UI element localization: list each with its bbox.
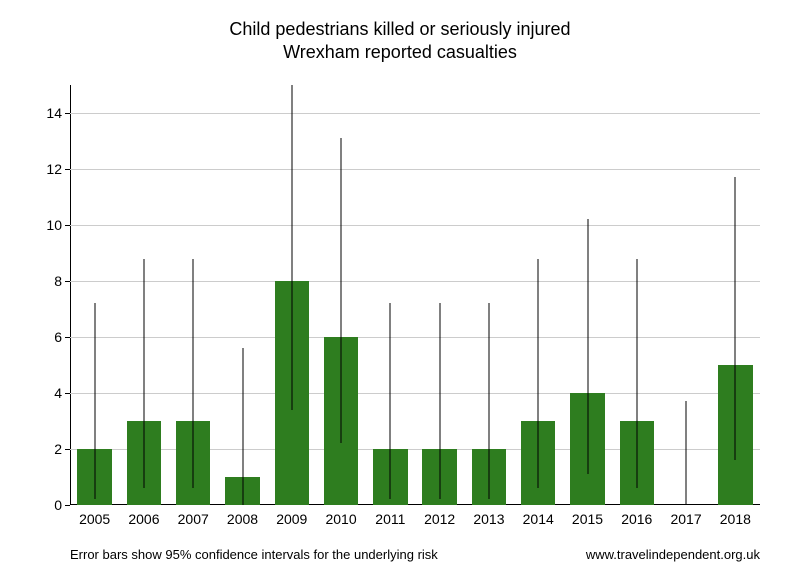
error-bar	[94, 303, 95, 499]
gridline	[70, 337, 760, 338]
x-tick-label: 2011	[375, 505, 405, 527]
gridline	[70, 225, 760, 226]
gridline	[70, 281, 760, 282]
y-tick-label: 6	[54, 329, 70, 345]
error-bar	[488, 303, 489, 499]
y-tick-label: 8	[54, 273, 70, 289]
x-tick-label: 2008	[227, 505, 258, 527]
x-tick-label: 2007	[178, 505, 209, 527]
title-line-2: Wrexham reported casualties	[0, 41, 800, 64]
x-tick-label: 2010	[325, 505, 356, 527]
chart-title: Child pedestrians killed or seriously in…	[0, 18, 800, 65]
error-bar	[735, 177, 736, 460]
error-bar	[291, 85, 292, 410]
y-tick-label: 10	[46, 217, 70, 233]
x-tick-label: 2018	[720, 505, 751, 527]
error-bar	[390, 303, 391, 499]
x-tick-label: 2005	[79, 505, 110, 527]
caption-right: www.travelindependent.org.uk	[586, 547, 760, 562]
x-tick-label: 2012	[424, 505, 455, 527]
x-tick-label: 2009	[276, 505, 307, 527]
x-tick-label: 2013	[473, 505, 504, 527]
y-tick-label: 12	[46, 161, 70, 177]
gridline	[70, 169, 760, 170]
x-tick-label: 2015	[572, 505, 603, 527]
caption-left: Error bars show 95% confidence intervals…	[70, 547, 438, 562]
gridline	[70, 449, 760, 450]
error-bar	[636, 259, 637, 489]
error-bar	[341, 138, 342, 443]
gridline	[70, 393, 760, 394]
gridline	[70, 113, 760, 114]
error-bar	[538, 259, 539, 489]
error-bar	[686, 401, 687, 505]
y-axis	[70, 85, 71, 505]
y-tick-label: 4	[54, 385, 70, 401]
plot-area: 0246810121420052006200720082009201020112…	[70, 85, 760, 505]
x-axis	[70, 504, 760, 505]
x-tick-label: 2006	[128, 505, 159, 527]
x-tick-label: 2017	[670, 505, 701, 527]
x-tick-label: 2014	[523, 505, 554, 527]
error-bar	[242, 348, 243, 505]
title-line-1: Child pedestrians killed or seriously in…	[0, 18, 800, 41]
y-tick-label: 0	[54, 497, 70, 513]
y-tick-label: 14	[46, 105, 70, 121]
error-bar	[439, 303, 440, 499]
x-tick-label: 2016	[621, 505, 652, 527]
error-bar	[143, 259, 144, 489]
error-bar	[193, 259, 194, 489]
chart-container: Child pedestrians killed or seriously in…	[0, 0, 800, 580]
error-bar	[587, 219, 588, 474]
y-tick-label: 2	[54, 441, 70, 457]
